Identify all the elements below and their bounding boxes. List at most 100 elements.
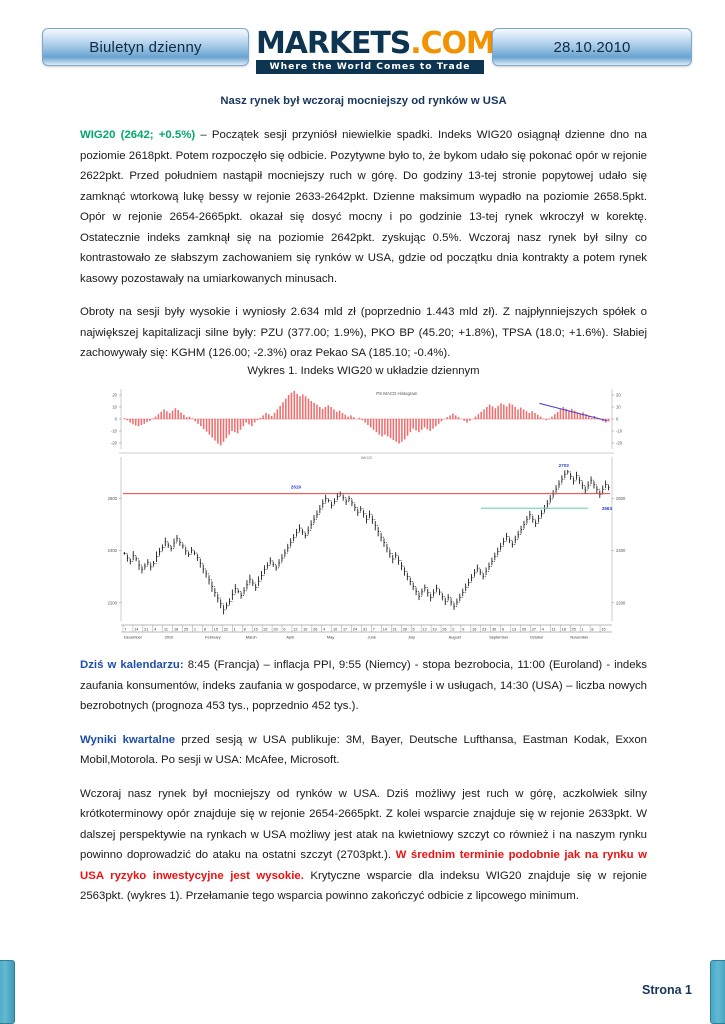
svg-text:5: 5 [413,627,415,631]
logo-dot-text: . [410,26,421,61]
svg-text:13: 13 [512,627,516,631]
svg-text:0: 0 [115,417,118,422]
svg-text:17: 17 [343,627,347,631]
chart-caption: Wykres 1. Indeks WIG20 w układzie dzienn… [247,365,480,377]
svg-text:28: 28 [403,627,407,631]
svg-text:4: 4 [323,627,325,631]
svg-text:7: 7 [124,627,126,631]
page-number-label: Strona 1 [641,983,692,997]
document-content: Nasz rynek był wczoraj mocniejszy od ryn… [80,95,647,377]
svg-text:June: June [368,635,376,640]
svg-text:31: 31 [363,627,367,631]
svg-text:10: 10 [112,405,117,410]
page-title: Nasz rynek był wczoraj mocniejszy od ryn… [220,95,507,107]
svg-text:26: 26 [442,627,446,631]
svg-text:26: 26 [313,627,317,631]
svg-text:-10: -10 [111,429,118,434]
paragraph-calendar: Dziś w kalendarzu: 8:45 (Francja) – infl… [80,655,647,717]
svg-text:22: 22 [224,627,228,631]
quarterly-body-text: przed sesją w USA publikuje: 3M, Bayer, … [80,733,647,767]
svg-text:1: 1 [234,627,236,631]
svg-text:2600: 2600 [108,496,118,501]
svg-text:6: 6 [283,627,285,631]
paragraph-outlook: Wczoraj nasz rynek był mocniejszy od ryn… [80,784,647,907]
svg-text:14: 14 [134,627,138,631]
logo-tld-text: COM [420,26,496,61]
outlook-text-part1: Wczoraj nasz rynek był mocniejszy od ryn… [80,787,647,862]
svg-text:25: 25 [184,627,188,631]
svg-text:-20: -20 [616,441,623,446]
quarterly-lead-label: Wyniki kwartalne [80,733,176,746]
svg-text:2200: 2200 [108,600,118,605]
footer-accent-bar-right [710,960,725,1024]
svg-text:2: 2 [452,627,454,631]
svg-text:11: 11 [164,627,168,631]
svg-text:-10: -10 [616,429,623,434]
svg-text:23: 23 [482,627,486,631]
paragraph-wig20-summary: WIG20 (2642; +0.5%) – Początek sesji prz… [80,125,647,289]
svg-text:PS MACD Histogram: PS MACD Histogram [376,391,418,396]
svg-text:2600: 2600 [616,496,626,501]
svg-text:August: August [449,635,462,640]
markets-com-logo: MARKETS.COM Where the World Comes to Tra… [256,26,496,74]
svg-text:21: 21 [144,627,148,631]
outlook-text-part2: Krytyczne wsparcie dla indeksu WIG20 zna… [80,869,647,903]
svg-text:18: 18 [174,627,178,631]
date-label: 28.10.2010 [553,38,631,56]
svg-text:27: 27 [532,627,536,631]
svg-text:11: 11 [552,627,556,631]
wig20-daily-chart: 20 20 10 10 0 0 -10 -10 -20 -20 PS MACD Histogram W… [93,385,638,650]
wig20-body-text: – Początek sesji przyniósł niewielkie sp… [80,129,647,285]
svg-text:10: 10 [333,627,337,631]
svg-text:March: March [246,635,257,640]
svg-text:8: 8 [244,627,246,631]
svg-text:15: 15 [214,627,218,631]
svg-text:7: 7 [373,627,375,631]
wig20-lead-label: WIG20 (2642; +0.5%) [80,129,196,141]
logo-wordmark: MARKETS.COM [256,26,496,61]
svg-text:2400: 2400 [616,548,626,553]
svg-text:December: December [124,635,143,640]
svg-text:May: May [327,635,334,640]
footer-accent-bar-left [0,960,15,1024]
svg-text:1: 1 [581,627,583,631]
svg-text:30: 30 [492,627,496,631]
svg-text:12: 12 [422,627,426,631]
svg-text:October: October [530,635,545,640]
svg-text:20: 20 [112,393,117,398]
svg-text:September: September [489,635,509,640]
svg-text:9: 9 [462,627,464,631]
svg-text:24: 24 [353,627,357,631]
svg-text:February: February [205,635,221,640]
svg-text:-20: -20 [111,441,118,446]
svg-text:2619: 2619 [291,485,302,490]
svg-text:8: 8 [591,627,593,631]
svg-text:6: 6 [502,627,504,631]
outlook-risk-highlight: W średnim terminie podobnie jak na rynku… [80,849,647,882]
bulletin-title-pill: Biuletyn dzienny [42,28,249,66]
svg-text:15: 15 [601,627,605,631]
svg-text:15: 15 [254,627,258,631]
svg-text:20: 20 [616,393,621,398]
svg-text:12: 12 [293,627,297,631]
logo-brand-text: MARKETS [256,26,411,61]
logo-tagline: Where the World Comes to Trade [256,60,484,74]
svg-text:1: 1 [194,627,196,631]
paragraph-quarterly-results: Wyniki kwartalne przed sesją w USA publi… [80,730,647,771]
svg-text:April: April [286,635,294,640]
document-content-lower: Dziś w kalendarzu: 8:45 (Francja) – infl… [80,655,647,920]
svg-text:8: 8 [204,627,206,631]
svg-text:2563: 2563 [602,506,613,511]
page-header: Biuletyn dzienny MARKETS.COM Where the W… [0,28,725,78]
svg-text:July: July [408,635,415,640]
svg-text:18: 18 [562,627,566,631]
svg-text:16: 16 [472,627,476,631]
svg-text:21: 21 [393,627,397,631]
svg-text:4: 4 [542,627,544,631]
svg-text:29: 29 [273,627,277,631]
chart-caption-wrap: Wykres 1. Indeks WIG20 w układzie dzienn… [80,358,647,383]
svg-text:2703: 2703 [559,463,570,468]
svg-text:19: 19 [303,627,307,631]
svg-text:0: 0 [616,417,619,422]
